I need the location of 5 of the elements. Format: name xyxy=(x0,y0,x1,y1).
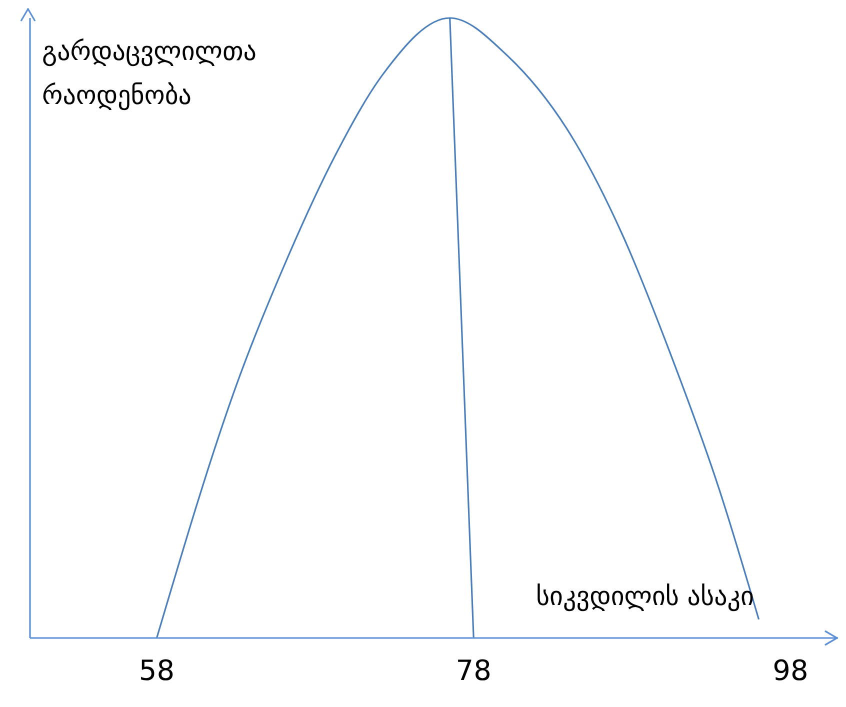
x-tick-label: 98 xyxy=(772,654,808,687)
x-tick-label: 78 xyxy=(456,654,492,687)
x-axis-title: სიკვდილის ასაკი xyxy=(536,582,754,612)
x-tick-label: 58 xyxy=(138,654,175,687)
y-axis-title: გარდაცვლილთა რაოდენობა xyxy=(42,36,256,113)
